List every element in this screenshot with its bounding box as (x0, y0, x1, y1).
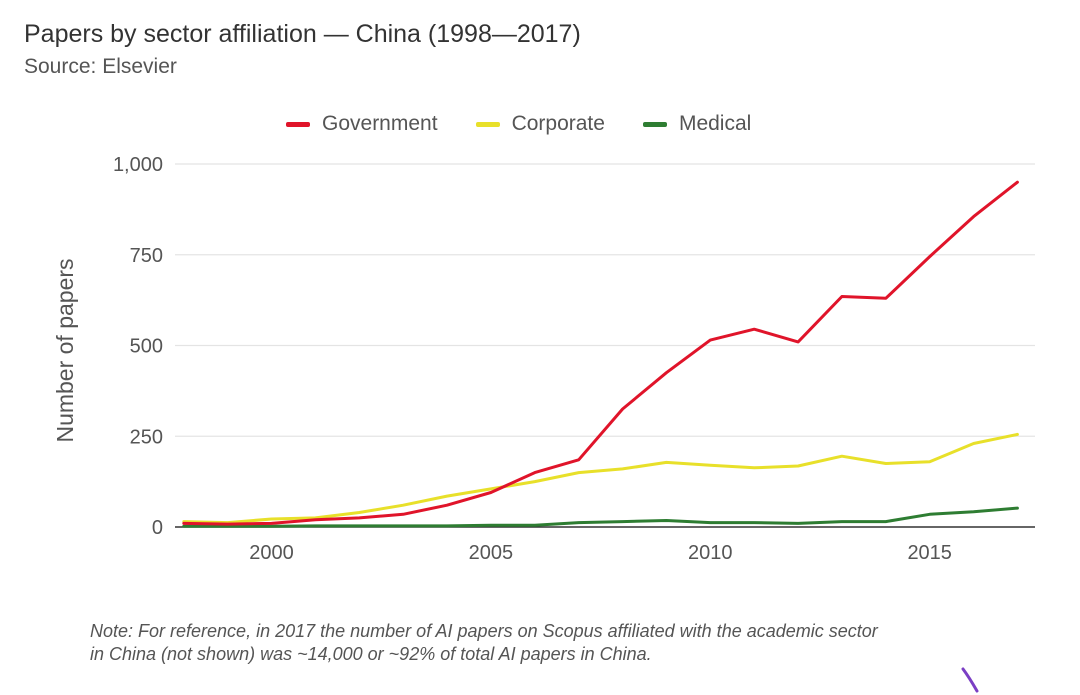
series-lines (182, 180, 1019, 528)
y-axis-title: Number of papers (52, 258, 78, 442)
y-tick-label: 750 (130, 245, 163, 267)
chart-subtitle: Source: Elsevier (24, 55, 177, 78)
x-tick-label: 2000 (249, 542, 294, 564)
gridlines (175, 163, 1035, 528)
legend-item-corporate[interactable]: Corporate (475, 112, 605, 136)
legend-label-government: Government (322, 112, 438, 135)
series-line-government (182, 180, 1019, 526)
line-chart: 0 250 500 750 1,000 2000 2005 2010 2015 Number … (52, 154, 1035, 564)
x-tick-label: 2010 (688, 542, 733, 564)
x-axis-ticks: 2000 2005 2010 2015 (249, 542, 952, 564)
legend-label-medical: Medical (678, 112, 752, 135)
legend-label-corporate: Corporate (511, 112, 605, 135)
series-line-corporate (182, 432, 1019, 525)
footnote-line-2: in China (not shown) was ~14,000 or ~92%… (90, 644, 652, 664)
pen-stroke-mark (961, 667, 979, 693)
legend-swatch-medical (642, 121, 667, 127)
x-tick-label: 2015 (907, 542, 952, 564)
legend-item-government[interactable]: Government (286, 112, 438, 136)
legend-swatch-corporate (475, 121, 500, 127)
legend-item-medical[interactable]: Medical (642, 112, 752, 136)
legend-swatch-government (286, 121, 310, 127)
y-axis-ticks: 0 250 500 750 1,000 (113, 154, 163, 539)
y-tick-label: 0 (152, 517, 163, 539)
footnote: Note: For reference, in 2017 the number … (90, 620, 1010, 666)
footnote-line-1: Note: For reference, in 2017 the number … (90, 621, 878, 641)
y-tick-label: 250 (130, 426, 163, 448)
chart-legend: Government Corporate Medical (286, 112, 789, 136)
chart-title: Papers by sector affiliation — China (19… (24, 20, 581, 48)
y-tick-label: 1,000 (113, 154, 163, 176)
y-tick-label: 500 (130, 336, 163, 358)
series-line-medical (182, 506, 1019, 528)
x-tick-label: 2005 (469, 542, 514, 564)
